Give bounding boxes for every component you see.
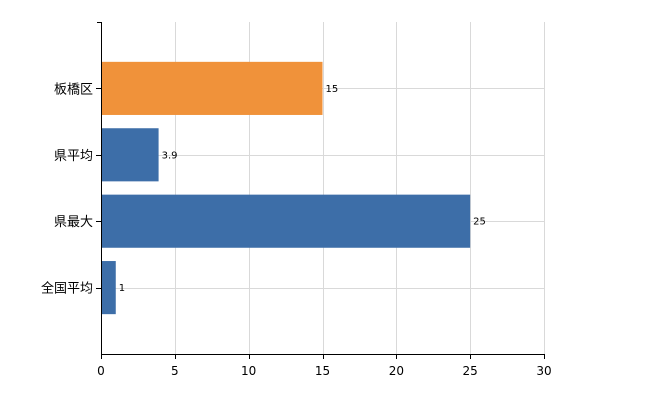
category-label-4: 全国平均 — [41, 281, 93, 297]
data-label-4: 1 — [119, 283, 125, 294]
category-label-2: 県平均 — [54, 149, 93, 164]
x-tick-label-5: 5 — [171, 364, 179, 378]
x-tick-label-25: 25 — [463, 364, 478, 378]
x-tick-label-15: 15 — [315, 364, 330, 378]
bar-4 — [102, 261, 116, 315]
bar-1 — [102, 61, 323, 115]
data-label-2: 3.9 — [162, 150, 178, 161]
bar-3 — [102, 194, 471, 248]
x-tick-label-20: 20 — [389, 364, 404, 378]
category-label-3: 県最大 — [54, 215, 93, 230]
axes — [96, 22, 545, 359]
labels: 15 板橋区 3.9 県平均 25 県最大 1 全国平均 0 5 10 15 20 25 30 — [41, 82, 552, 378]
category-label-1: 板橋区 — [54, 82, 93, 97]
data-label-1: 15 — [326, 84, 339, 95]
data-label-3: 25 — [473, 217, 486, 228]
bars — [102, 61, 471, 315]
x-tick-label-0: 0 — [97, 364, 105, 378]
x-tick-label-30: 30 — [536, 364, 551, 378]
x-tick-label-10: 10 — [241, 364, 256, 378]
bar-2 — [102, 128, 159, 182]
